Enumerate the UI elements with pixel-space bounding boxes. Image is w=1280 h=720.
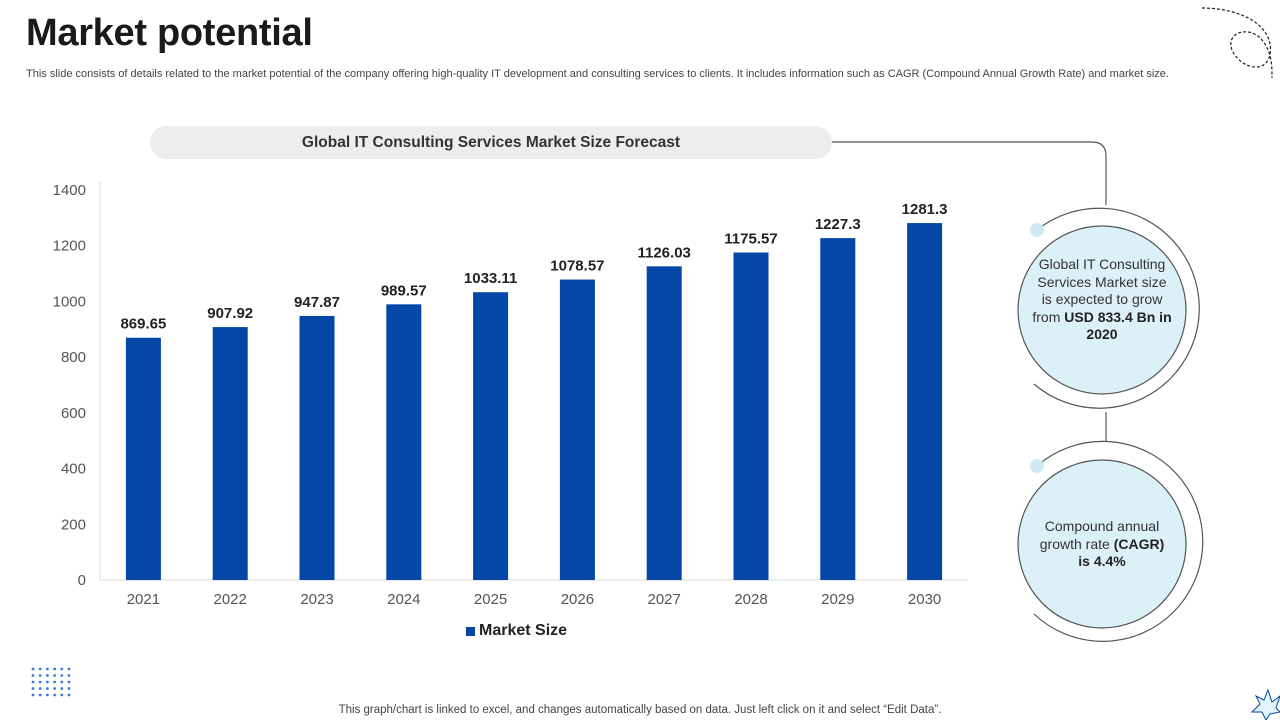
y-tick-label: 600: [61, 405, 86, 422]
bar-2025: [473, 292, 509, 580]
y-tick-label: 1000: [53, 293, 86, 310]
y-tick-label: 0: [78, 572, 86, 589]
bar-2028: [733, 252, 769, 581]
x-tick-label-2024: 2024: [387, 591, 420, 608]
callout-ring-top: [1033, 207, 1200, 409]
decorative-doodle-icon: [1201, 7, 1273, 79]
decorative-dot-grid-icon: [31, 667, 71, 697]
connector-line-top: [832, 141, 1107, 205]
bar-2022: [212, 327, 248, 580]
bar-2030: [907, 223, 943, 581]
x-tick-label-2026: 2026: [561, 591, 594, 608]
callout-market-bold: USD 833.4 Bn in 2020: [1064, 308, 1172, 343]
page-description: This slide consists of details related t…: [26, 68, 1169, 80]
callout-market-text: Global IT Consulting Services Market siz…: [1032, 256, 1167, 325]
y-tick-label: 200: [61, 516, 86, 533]
data-label-2021: 869.65: [120, 316, 166, 333]
legend-label-market-size: Market Size: [479, 622, 568, 639]
chart-title: Global IT Consulting Services Market Siz…: [150, 126, 832, 159]
data-label-2028: 1175.57: [724, 231, 777, 248]
x-tick-label-2027: 2027: [648, 591, 681, 608]
x-tick-label-2025: 2025: [474, 591, 507, 608]
x-tick-label-2022: 2022: [214, 591, 247, 608]
callout-cagr-bold: (CAGR) is 4.4%: [1078, 535, 1165, 570]
chart-legend: Market Size: [466, 622, 567, 640]
x-tick-label-2028: 2028: [734, 591, 767, 608]
data-label-2029: 1227.3: [815, 216, 861, 233]
bar-2029: [820, 238, 856, 580]
data-label-2030: 1281.3: [902, 201, 948, 218]
data-label-2027: 1126.03: [637, 244, 690, 261]
callout-text-market: Global IT Consulting Services Market siz…: [1032, 256, 1172, 344]
bar-2021: [125, 337, 161, 580]
callout-dot-bottom: [1030, 459, 1044, 473]
y-tick-label: 400: [61, 461, 86, 478]
footer-note: This graph/chart is linked to excel, and…: [338, 704, 942, 716]
x-tick-label-2030: 2030: [908, 591, 941, 608]
page-title: Market potential: [26, 12, 313, 54]
callout-ring-bottom: [1033, 440, 1204, 642]
data-label-2025: 1033.11: [464, 270, 517, 287]
callout-text-cagr: Compound annual growth rate (CAGR) is 4.…: [1032, 518, 1172, 571]
y-tick-label: 1200: [53, 238, 86, 255]
x-tick-label-2029: 2029: [821, 591, 854, 608]
x-tick-label-2021: 2021: [127, 591, 160, 608]
data-label-2026: 1078.57: [550, 258, 604, 275]
callout-circle-cagr: [1017, 459, 1187, 629]
bar-2026: [559, 279, 595, 580]
data-label-2022: 907.92: [207, 305, 253, 322]
callout-circle-market: [1017, 225, 1187, 395]
decorative-starburst-icon: [1250, 688, 1280, 720]
bar-2024: [386, 304, 422, 580]
callout-dot-top: [1030, 223, 1044, 237]
y-tick-label: 800: [61, 349, 86, 366]
callout-cagr-text: Compound annual growth rate: [1039, 518, 1160, 552]
x-tick-label-2023: 2023: [300, 591, 333, 608]
data-label-2024: 989.57: [381, 282, 427, 299]
legend-swatch-market-size: [466, 626, 475, 636]
data-label-2023: 947.87: [294, 294, 340, 311]
bar-2023: [299, 315, 335, 580]
bar-2027: [646, 266, 682, 580]
y-tick-label: 1400: [53, 182, 86, 199]
